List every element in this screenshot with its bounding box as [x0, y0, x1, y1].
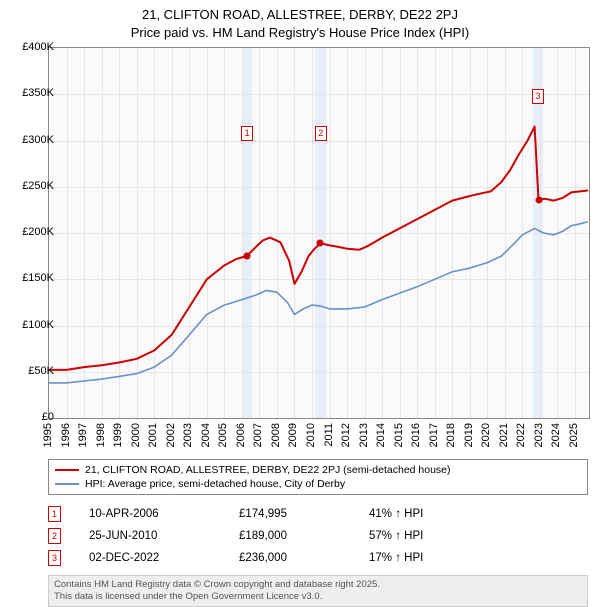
- sale-dot: [243, 253, 250, 260]
- title-line-1: 21, CLIFTON ROAD, ALLESTREE, DERBY, DE22…: [0, 6, 600, 24]
- sale-marker-2: 2: [315, 126, 327, 141]
- sale-number-box: 3: [48, 550, 61, 566]
- attribution-line-2: This data is licensed under the Open Gov…: [54, 591, 582, 603]
- x-tick-label: 2019: [463, 423, 475, 447]
- sale-price: £189,000: [239, 530, 369, 542]
- legend-row: HPI: Average price, semi-detached house,…: [55, 477, 581, 491]
- y-tick-label: £250K: [10, 180, 54, 192]
- series-price_paid: [49, 127, 587, 370]
- x-tick-label: 2002: [165, 423, 177, 447]
- sale-date: 02-DEC-2022: [89, 552, 239, 564]
- sale-pct: 57% ↑ HPI: [369, 530, 489, 542]
- chart-container: 21, CLIFTON ROAD, ALLESTREE, DERBY, DE22…: [0, 0, 600, 590]
- sale-pct: 41% ↑ HPI: [369, 508, 489, 520]
- x-tick-label: 2024: [550, 423, 562, 447]
- x-tick-label: 2003: [182, 423, 194, 447]
- x-tick-label: 2005: [217, 423, 229, 447]
- x-tick-label: 2004: [200, 423, 212, 447]
- sales-table: 1 10-APR-2006£174,99541% ↑ HPI 2 25-JUN-201…: [48, 503, 588, 569]
- x-tick-label: 2010: [305, 423, 317, 447]
- sale-dot: [535, 196, 542, 203]
- chart-plot-area: 1 2 3: [48, 47, 590, 419]
- x-tick-label: 2018: [445, 423, 457, 447]
- x-tick-label: 1995: [42, 423, 54, 447]
- sales-row: 1 10-APR-2006£174,99541% ↑ HPI: [48, 503, 588, 525]
- x-tick-label: 2015: [393, 423, 405, 447]
- x-tick-label: 2012: [340, 423, 352, 447]
- sales-row: 3 02-DEC-2022£236,00017% ↑ HPI: [48, 547, 588, 569]
- x-tick-label: 2014: [375, 423, 387, 447]
- x-tick-label: 1996: [60, 423, 72, 447]
- y-tick-label: £200K: [10, 226, 54, 238]
- sale-marker-3: 3: [532, 89, 544, 104]
- x-tick-label: 2000: [130, 423, 142, 447]
- sale-number-box: 1: [48, 506, 61, 522]
- x-tick-label: 1998: [95, 423, 107, 447]
- sale-price: £236,000: [239, 552, 369, 564]
- x-tick-label: 2017: [428, 423, 440, 447]
- attribution-line-1: Contains HM Land Registry data © Crown c…: [54, 579, 582, 591]
- x-tick-label: 2021: [498, 423, 510, 447]
- y-tick-label: £0: [10, 411, 54, 423]
- sale-price: £174,995: [239, 508, 369, 520]
- x-tick-label: 2016: [410, 423, 422, 447]
- x-tick-label: 2023: [533, 423, 545, 447]
- x-tick-label: 2020: [480, 423, 492, 447]
- x-tick-label: 2011: [323, 423, 335, 447]
- legend-row: 21, CLIFTON ROAD, ALLESTREE, DERBY, DE22…: [55, 463, 581, 477]
- sale-date: 10-APR-2006: [89, 508, 239, 520]
- legend-label: 21, CLIFTON ROAD, ALLESTREE, DERBY, DE22…: [85, 464, 451, 476]
- legend-box: 21, CLIFTON ROAD, ALLESTREE, DERBY, DE22…: [48, 459, 588, 495]
- sale-pct: 17% ↑ HPI: [369, 552, 489, 564]
- y-tick-label: £300K: [10, 134, 54, 146]
- x-tick-label: 1997: [77, 423, 89, 447]
- x-tick-label: 2007: [252, 423, 264, 447]
- y-tick-label: £350K: [10, 87, 54, 99]
- sale-marker-1: 1: [241, 126, 253, 141]
- sale-dot: [317, 240, 324, 247]
- attribution-box: Contains HM Land Registry data © Crown c…: [48, 575, 588, 607]
- y-tick-label: £100K: [10, 319, 54, 331]
- sale-number-box: 2: [48, 528, 61, 544]
- title-block: 21, CLIFTON ROAD, ALLESTREE, DERBY, DE22…: [0, 0, 600, 41]
- y-tick-label: £400K: [10, 41, 54, 53]
- y-tick-label: £150K: [10, 272, 54, 284]
- x-tick-label: 2001: [147, 423, 159, 447]
- x-tick-label: 2013: [358, 423, 370, 447]
- legend-swatch: [55, 469, 79, 471]
- x-tick-label: 2022: [515, 423, 527, 447]
- x-tick-label: 2008: [270, 423, 282, 447]
- chart-svg: [49, 48, 589, 418]
- legend-swatch: [55, 483, 79, 485]
- sale-date: 25-JUN-2010: [89, 530, 239, 542]
- legend-label: HPI: Average price, semi-detached house,…: [85, 478, 345, 490]
- x-tick-label: 1999: [112, 423, 124, 447]
- x-tick-label: 2009: [287, 423, 299, 447]
- x-tick-label: 2006: [235, 423, 247, 447]
- y-tick-label: £50K: [10, 365, 54, 377]
- title-line-2: Price paid vs. HM Land Registry's House …: [0, 24, 600, 42]
- sales-row: 2 25-JUN-2010£189,00057% ↑ HPI: [48, 525, 588, 547]
- x-tick-label: 2025: [568, 423, 580, 447]
